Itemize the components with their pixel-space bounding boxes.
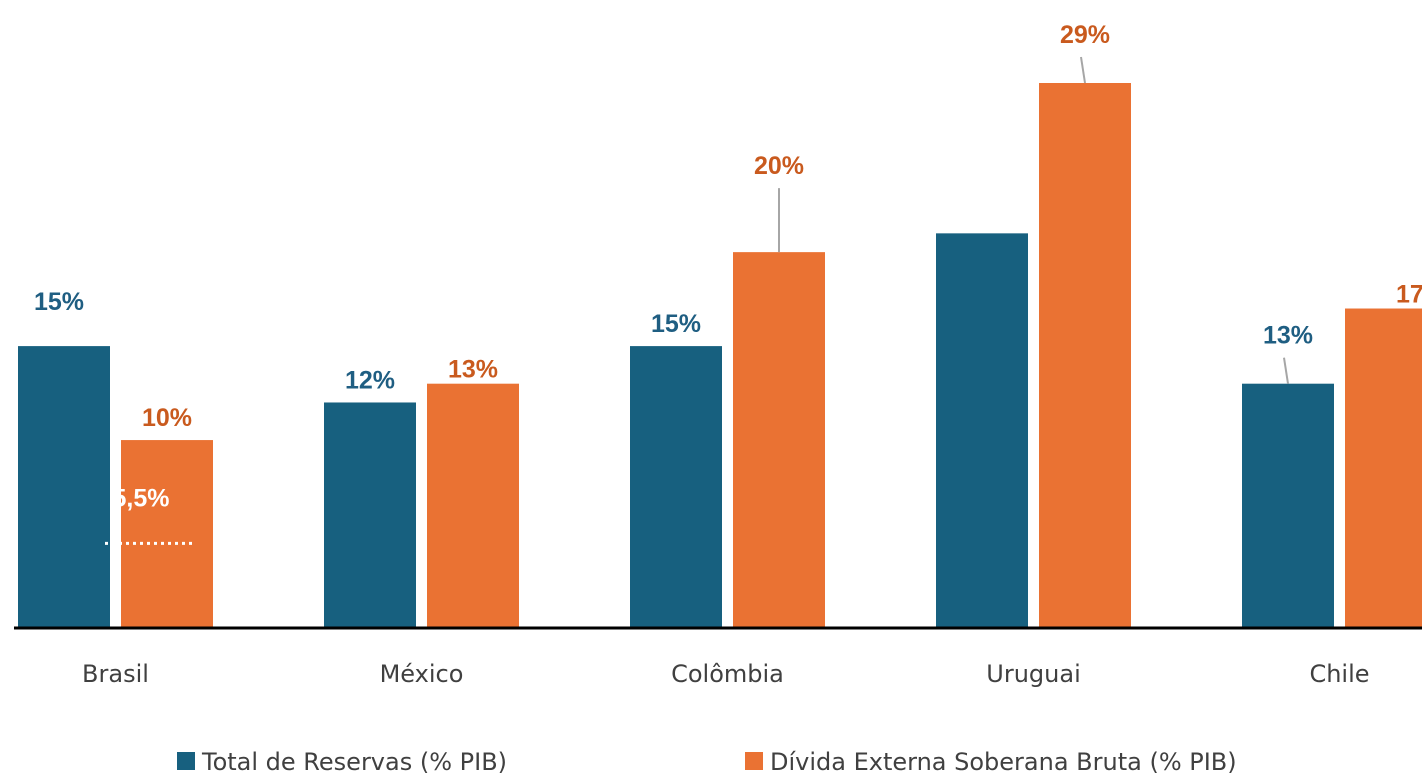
category-label: Brasil [82,660,149,688]
legend-swatch-reservas [177,752,195,770]
value-label-reservas-colombia: 15% [651,310,701,338]
bar-reservas-brasil [18,346,110,628]
bar-reservas-mexico [324,402,416,628]
legend: Total de Reservas (% PIB) Dívida Externa… [177,748,1237,776]
category-label: Chile [1309,660,1369,688]
value-label-divida-chile: 17% [1396,281,1422,309]
bars-group [18,83,1422,628]
legend-swatch-divida [745,752,763,770]
bar-reservas-uruguai [936,233,1028,628]
value-labels-group: 15% 10% 12% 13% 15% 20% 29% 13% 17% [34,21,1422,432]
value-label-divida-colombia: 20% [754,152,804,180]
value-label-divida-uruguai: 29% [1060,21,1110,49]
leader-line-reservas-chile [1283,357,1289,384]
value-label-reservas-mexico: 12% [345,366,395,394]
category-label: Uruguai [986,660,1080,688]
category-label: México [380,660,464,688]
annotation-group: 5,5% [105,484,195,545]
leader-lines-group [778,56,1289,384]
legend-label-divida: Dívida Externa Soberana Bruta (% PIB) [770,748,1237,776]
bar-divida-chile [1345,308,1422,628]
annotation-label: 5,5% [113,484,170,512]
bar-reservas-colombia [630,346,722,628]
bar-reservas-chile [1242,383,1334,628]
bar-divida-brasil [121,440,213,628]
value-label-reservas-brasil: 15% [34,288,84,316]
bar-divida-mexico [427,383,519,628]
value-label-divida-mexico: 13% [448,356,498,384]
value-label-divida-brasil: 10% [142,404,192,432]
category-labels-group: Brasil México Colômbia Uruguai Chile [82,660,1369,688]
leader-line-divida-uruguai [1080,56,1086,84]
legend-label-reservas: Total de Reservas (% PIB) [201,748,507,776]
bar-divida-colombia [733,252,825,628]
value-label-reservas-chile: 13% [1263,322,1313,350]
category-label: Colômbia [671,660,784,688]
bar-divida-uruguai [1039,83,1131,628]
